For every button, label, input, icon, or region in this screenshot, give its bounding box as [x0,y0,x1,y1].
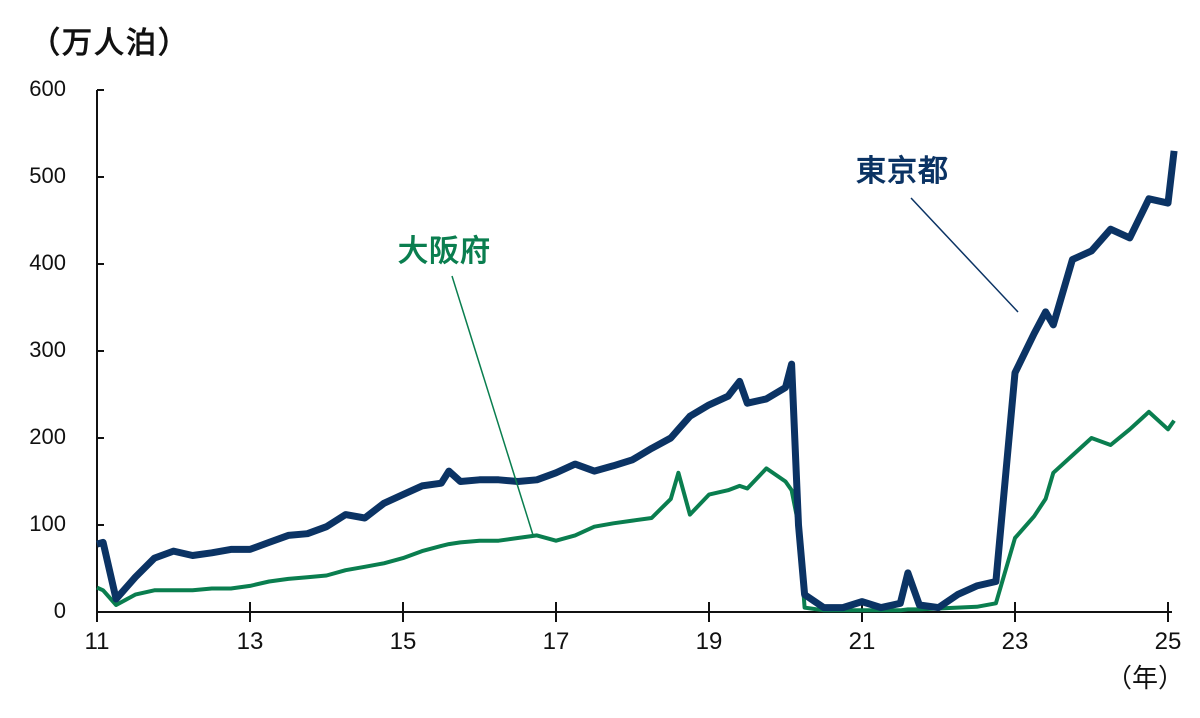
y-tick-label: 300 [29,337,66,362]
x-axis-unit-label: （年） [1106,664,1185,694]
y-tick-label: 0 [53,598,66,623]
x-tick-label: 19 [695,628,723,655]
osaka-leader-line [451,275,534,536]
x-tick-label: 17 [542,628,570,655]
tokyo-series-line [96,150,1178,612]
y-tick-label: 100 [29,511,66,536]
tokyo-leader-line [910,197,1019,313]
y-tick-label: 200 [29,424,66,449]
x-tick-label: 11 [84,628,110,655]
osaka-series-label: 大阪府 [398,234,491,269]
y-tick-label: 400 [29,250,66,275]
x-tick-label: 13 [236,628,264,655]
y-tick-label: 500 [29,163,66,188]
axes [96,89,1172,622]
osaka-series-line [96,409,1176,613]
x-tick-label: 15 [389,628,417,655]
x-tick-label: 21 [848,628,876,655]
y-tick-label: 600 [29,76,66,101]
x-tick-label: 25 [1154,628,1182,655]
tokyo-series-label: 東京都 [856,154,949,189]
y-axis-unit-label: （万人泊） [30,26,190,61]
x-tick-label: 23 [1001,628,1029,655]
